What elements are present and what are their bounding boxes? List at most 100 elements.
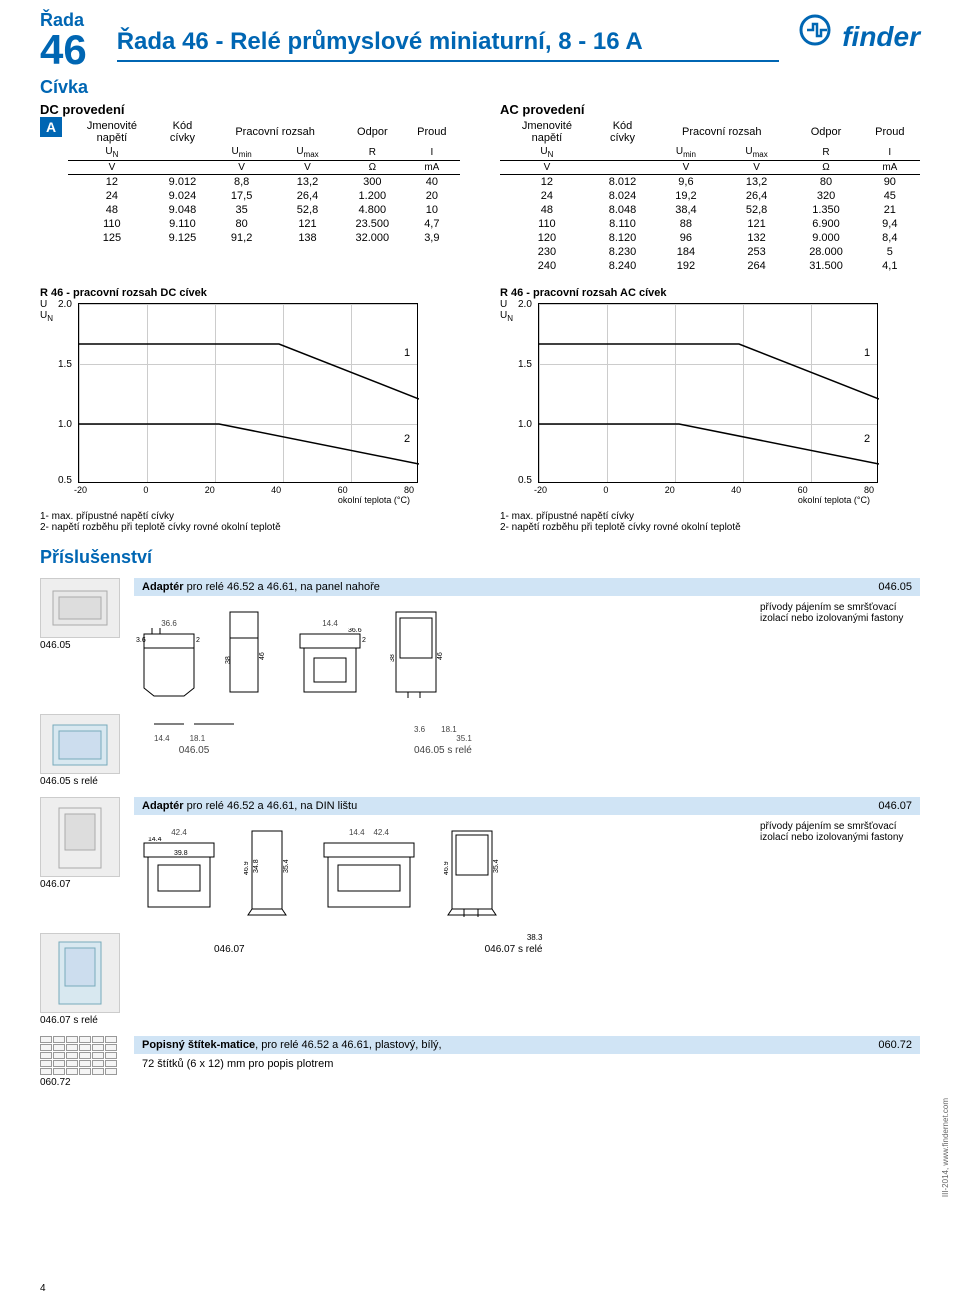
section-accessories: Příslušenství bbox=[40, 547, 920, 568]
acc3-thumb bbox=[40, 1036, 120, 1075]
brand-name: finder bbox=[842, 21, 920, 52]
acc1-draw3: 2 36.6 bbox=[290, 628, 370, 698]
acc1-drawings: 36.6 3.6 2 bbox=[134, 602, 750, 704]
svg-text:46: 46 bbox=[437, 652, 444, 660]
table-row: 2308.23018425328.0005 bbox=[500, 245, 920, 259]
acc1-thumb2 bbox=[40, 714, 120, 774]
logo-icon bbox=[799, 14, 839, 46]
acc1-body: Adaptér pro relé 46.52 a 46.61, na panel… bbox=[134, 578, 920, 704]
table-row: 129.0128,813,230040 bbox=[68, 174, 460, 189]
dc-h-proud: Proud bbox=[404, 119, 460, 145]
acc1-draw1: 3.6 2 bbox=[134, 628, 204, 698]
dc-h-odpor: Odpor bbox=[341, 119, 404, 145]
acc2-note: přívody pájením se smršťovací izolací ne… bbox=[760, 821, 920, 843]
acc2-bottom-labels: 046.07 38.3 046.07 s relé bbox=[134, 933, 920, 955]
table-row: 488.04838,452,81.35021 bbox=[500, 203, 920, 217]
acc3-line2: 72 štítků (6 x 12) mm pro popis plotrem bbox=[134, 1054, 920, 1074]
ac-table: Jmenoviténapětí Kódcívky Pracovní rozsah… bbox=[500, 119, 920, 273]
acc2-thumb2-col: 046.07 s relé bbox=[40, 933, 120, 1026]
svg-text:36.6: 36.6 bbox=[348, 628, 362, 634]
ac-chart: UUN 2.0 1.5 1.0 0.5 1 2 -20020406080 oko… bbox=[500, 303, 880, 505]
acc2-draw3 bbox=[314, 837, 424, 917]
table-row: 1108.110881216.9009,4 bbox=[500, 217, 920, 231]
svg-text:35.4: 35.4 bbox=[493, 859, 500, 873]
table-row: 1208.120961329.0008,4 bbox=[500, 231, 920, 245]
ac-column: AC provedení Jmenoviténapětí Kódcívky Pr… bbox=[500, 98, 920, 273]
svg-text:38: 38 bbox=[225, 656, 232, 664]
dc-table: Jmenoviténapětí Kódcívky Pracovní rozsah… bbox=[68, 119, 460, 245]
ac-chart-title: R 46 - pracovní rozsah AC cívek bbox=[500, 287, 920, 299]
acc1-draw2: 38 46 bbox=[224, 608, 270, 698]
acc2-thumb2 bbox=[40, 933, 120, 1013]
coil-tables: DC provedení A Jmenoviténapětí Kódcívky … bbox=[40, 98, 920, 273]
dc-chart-title: R 46 - pracovní rozsah DC cívek bbox=[40, 287, 460, 299]
svg-text:38: 38 bbox=[390, 654, 396, 662]
acc1-bottom-dims: 14.418.1 046.05 3.618.1 35.1 046.05 s re… bbox=[134, 714, 920, 756]
dc-xaxis: -20020406080 bbox=[40, 483, 414, 495]
acc2-header: Adaptér pro relé 46.52 a 46.61, na DIN l… bbox=[134, 797, 920, 815]
svg-text:34.8: 34.8 bbox=[253, 859, 260, 873]
dc-title: DC provedení bbox=[40, 102, 460, 117]
dc-h-rozsah: Pracovní rozsah bbox=[209, 119, 341, 145]
page-number: 4 bbox=[40, 1283, 46, 1294]
dc-chart: UUN 2.0 1.5 1.0 0.5 1 2 -20020406080 oko… bbox=[40, 303, 420, 505]
acc3-header: Popisný štítek-matice, pro relé 46.52 a … bbox=[134, 1036, 920, 1054]
svg-text:46.9: 46.9 bbox=[244, 861, 250, 875]
dc-h-kod: Kódcívky bbox=[156, 119, 210, 145]
table-row: 1259.12591,213832.0003,9 bbox=[68, 231, 460, 245]
acc1-note: přívody pájením se smršťovací izolací ne… bbox=[760, 602, 920, 624]
content: Cívka DC provedení A Jmenoviténapětí Kód… bbox=[0, 77, 960, 1118]
acc3-thumb-col: 060.72 bbox=[40, 1036, 120, 1088]
dc-column: DC provedení A Jmenoviténapětí Kódcívky … bbox=[40, 98, 460, 273]
series-big: 46 bbox=[40, 26, 87, 73]
marker-a: A bbox=[40, 117, 62, 137]
svg-text:1: 1 bbox=[864, 347, 870, 359]
acc1-thumb2-col: 046.05 s relé bbox=[40, 714, 120, 787]
series-label: Řada 46 bbox=[40, 10, 87, 69]
acc2-draw2: 46.9 34.8 35.4 bbox=[244, 827, 294, 917]
dc-notes: 1- max. přípustné napětí cívky 2- napětí… bbox=[40, 511, 460, 533]
acc1-header: Adaptér pro relé 46.52 a 46.61, na panel… bbox=[134, 578, 920, 596]
dc-chart-svg: 1 2 bbox=[79, 304, 419, 484]
svg-text:14.4: 14.4 bbox=[148, 837, 162, 843]
acc3-body: Popisný štítek-matice, pro relé 46.52 a … bbox=[134, 1036, 920, 1074]
acc1-thumb1 bbox=[40, 578, 120, 638]
table-row: 2408.24019226431.5004,1 bbox=[500, 259, 920, 273]
acc-060-72: 060.72 Popisný štítek-matice, pro relé 4… bbox=[40, 1036, 920, 1088]
table-row: 128.0129,613,28090 bbox=[500, 174, 920, 189]
dc-h2-umin: Umin bbox=[209, 145, 274, 161]
charts-row: R 46 - pracovní rozsah DC cívek UUN 2.0 … bbox=[40, 279, 920, 533]
svg-text:2: 2 bbox=[196, 637, 200, 644]
section-civka: Cívka bbox=[40, 77, 920, 98]
table-row: 249.02417,526,41.20020 bbox=[68, 189, 460, 203]
page-title: Řada 46 - Relé průmyslové miniaturní, 8 … bbox=[117, 28, 779, 62]
acc-046-07: 046.07 Adaptér pro relé 46.52 a 46.61, n… bbox=[40, 797, 920, 1026]
svg-text:39.8: 39.8 bbox=[174, 850, 188, 857]
dc-h2-i: I bbox=[404, 145, 460, 161]
acc2-thumb-col: 046.07 bbox=[40, 797, 120, 890]
dc-h-un: Jmenoviténapětí bbox=[68, 119, 156, 145]
ac-notes: 1- max. přípustné napětí cívky 2- napětí… bbox=[500, 511, 920, 533]
side-code: III-2014, www.findernet.com bbox=[941, 1098, 950, 1197]
table-row: 489.0483552,84.80010 bbox=[68, 203, 460, 217]
ac-chart-svg: 1 2 bbox=[539, 304, 879, 484]
table-row: 248.02419,226,432045 bbox=[500, 189, 920, 203]
acc1-thumb-col: 046.05 bbox=[40, 578, 120, 651]
dc-chart-col: R 46 - pracovní rozsah DC cívek UUN 2.0 … bbox=[40, 279, 460, 533]
dc-h2-un: UN bbox=[68, 145, 156, 161]
svg-text:2: 2 bbox=[864, 433, 870, 445]
dc-h2-r: R bbox=[341, 145, 404, 161]
svg-text:2: 2 bbox=[404, 433, 410, 445]
svg-text:3.6: 3.6 bbox=[136, 637, 146, 644]
ac-title: AC provedení bbox=[500, 102, 920, 117]
svg-text:35.4: 35.4 bbox=[283, 859, 290, 873]
acc2-draw1: 14.4 39.8 bbox=[134, 837, 224, 917]
acc-046-05: 046.05 Adaptér pro relé 46.52 a 46.61, n… bbox=[40, 578, 920, 787]
acc2-body: Adaptér pro relé 46.52 a 46.61, na DIN l… bbox=[134, 797, 920, 923]
page-header: Řada 46 Řada 46 - Relé průmyslové miniat… bbox=[0, 0, 960, 69]
dc-xlabel: okolní teplota (°C) bbox=[40, 495, 420, 505]
table-row: 1109.1108012123.5004,7 bbox=[68, 217, 460, 231]
svg-text:1: 1 bbox=[404, 347, 410, 359]
acc2-thumb1 bbox=[40, 797, 120, 877]
svg-text:2: 2 bbox=[362, 637, 366, 644]
